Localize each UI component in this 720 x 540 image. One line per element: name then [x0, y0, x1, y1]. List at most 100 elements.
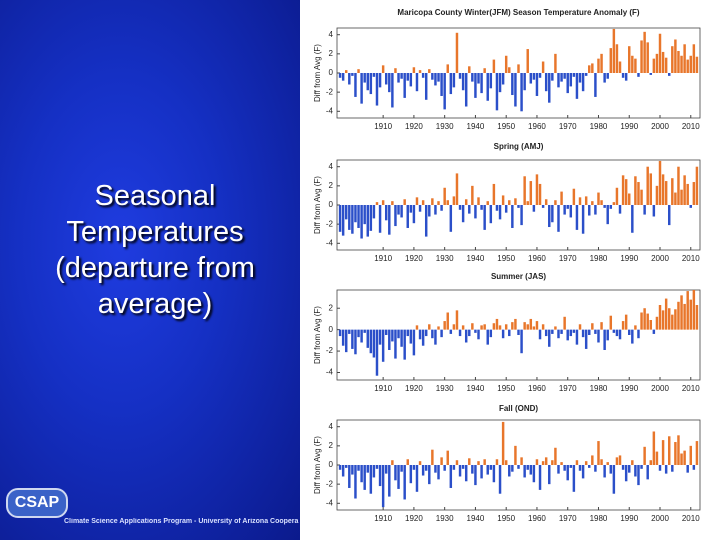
x-tick-label: 1920 [405, 254, 423, 263]
x-tick-label: 2010 [682, 384, 700, 393]
bar [492, 323, 496, 330]
bar [501, 73, 505, 85]
bar [504, 205, 508, 213]
bar [548, 465, 551, 485]
bar [458, 205, 462, 210]
bar [624, 179, 628, 205]
bar [606, 73, 609, 79]
bar [394, 68, 397, 73]
bar [394, 205, 397, 227]
bar [695, 56, 699, 73]
bar [661, 174, 665, 205]
bar [624, 465, 628, 482]
bar [541, 324, 545, 330]
bar [628, 46, 631, 73]
bar [597, 192, 600, 205]
bar [631, 205, 634, 233]
bar [464, 73, 468, 107]
bar [384, 465, 388, 474]
bar [344, 205, 348, 220]
footer: Climate Science Applications Program - U… [64, 518, 299, 525]
bar [511, 465, 514, 472]
bar [348, 465, 351, 488]
x-tick-label: 2010 [682, 514, 700, 523]
bar [412, 205, 416, 224]
bar [406, 459, 409, 465]
bar [640, 40, 643, 73]
bar [480, 205, 483, 210]
bar [351, 465, 354, 475]
bar [440, 73, 443, 96]
bar [575, 460, 579, 465]
bar [351, 205, 354, 234]
bar [551, 329, 554, 334]
logo: CSAP [6, 488, 68, 518]
bar [338, 205, 342, 232]
bar [523, 465, 526, 478]
bar [686, 465, 689, 473]
bar [661, 310, 665, 330]
bar [431, 198, 434, 205]
bar [495, 318, 499, 330]
y-tick-label: 4 [329, 162, 334, 171]
x-tick-label: 2010 [682, 254, 700, 263]
bar [468, 329, 471, 337]
y-axis-label: Diff from Avg (F) [313, 436, 322, 494]
bar [575, 205, 579, 230]
bar [492, 465, 496, 483]
bar [680, 295, 683, 330]
bar [388, 73, 391, 93]
bar [424, 465, 428, 471]
bar [452, 465, 456, 470]
bar [566, 205, 569, 209]
bar [477, 73, 480, 84]
bar [560, 191, 563, 205]
bar [381, 65, 385, 73]
bar [461, 465, 465, 469]
bar [529, 465, 533, 475]
bar [572, 465, 576, 492]
bar [391, 73, 394, 108]
bar [588, 205, 591, 216]
bar [683, 175, 686, 205]
bar [400, 329, 403, 347]
bar [458, 465, 462, 477]
bar [529, 73, 533, 84]
bar [631, 460, 634, 465]
bar [581, 205, 585, 234]
bar [652, 329, 656, 334]
bar [501, 421, 505, 465]
bar [661, 51, 665, 73]
bar [560, 462, 563, 465]
bar [541, 61, 545, 73]
bar [354, 465, 357, 499]
bar [621, 73, 625, 78]
x-tick-label: 1930 [436, 122, 454, 131]
slide-title: Seasonal Temperatures (departure from av… [10, 178, 300, 322]
bar [384, 73, 388, 85]
bar [415, 197, 419, 205]
bar [477, 461, 480, 465]
bar [471, 323, 474, 330]
bar [692, 182, 696, 205]
y-tick-label: -4 [326, 368, 334, 377]
bar [415, 73, 419, 92]
bar [501, 195, 505, 205]
bar [338, 465, 342, 470]
bar [655, 316, 659, 330]
x-tick-label: 1940 [467, 122, 485, 131]
bar [520, 457, 523, 465]
bar [498, 325, 502, 330]
y-tick-label: -2 [326, 479, 334, 488]
bar [618, 61, 622, 73]
bar [437, 201, 440, 205]
bar [514, 445, 517, 465]
bar [446, 312, 449, 330]
bar [381, 465, 385, 508]
bar [468, 458, 471, 465]
bar [606, 205, 609, 225]
bar [640, 312, 643, 330]
y-tick-label: -2 [326, 219, 334, 228]
bar [612, 465, 616, 494]
bar [584, 329, 588, 349]
